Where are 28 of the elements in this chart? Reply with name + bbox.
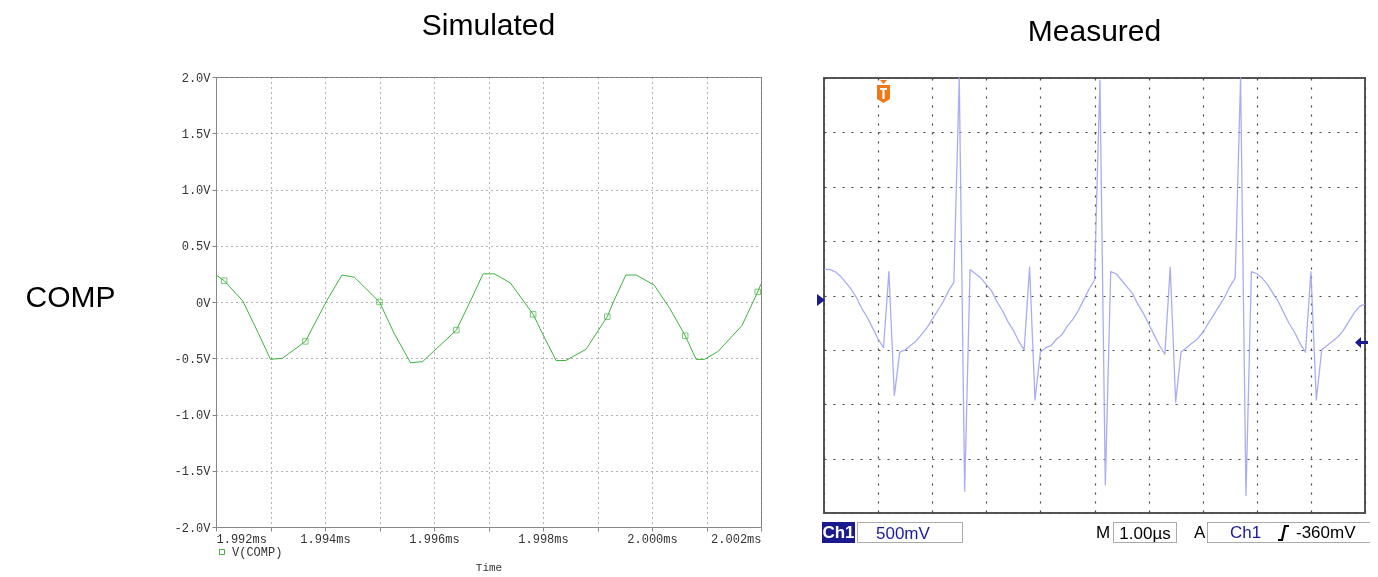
y-tick-label: -2.0V	[174, 521, 212, 536]
text: -360mV	[1296, 522, 1356, 543]
line-series	[215, 273, 762, 364]
x-tick-label: 1.998ms	[518, 532, 569, 547]
text: M	[1096, 522, 1111, 543]
x-tick-label: 1.992ms	[216, 532, 267, 547]
x-tick-label: 2.000ms	[627, 532, 678, 547]
y-tick-label: 1.0V	[181, 184, 212, 198]
chart-title: Simulated	[421, 8, 556, 41]
y-axis-title: COMP	[25, 280, 116, 313]
text: A	[1194, 522, 1206, 543]
legend-label: V(COMP)	[232, 546, 283, 560]
y-tick-label: 0V	[196, 296, 212, 311]
readout-box: 500mV	[857, 522, 963, 543]
y-tick-label: 1.5V	[181, 127, 212, 142]
x-tick-label: 2.002ms	[711, 532, 762, 547]
readout-box: 1.00µs	[1113, 522, 1177, 543]
text: Ch1	[822, 522, 855, 543]
chart-title: Measured	[1027, 14, 1162, 48]
x-axis-title: Time	[475, 561, 503, 574]
text: Ch1	[1230, 522, 1262, 543]
y-tick-label: 0.5V	[181, 240, 212, 255]
y-tick-label: -1.0V	[174, 409, 212, 423]
y-tick-label: 2.0V	[181, 71, 212, 86]
y-tick-label: -1.5V	[174, 465, 212, 480]
x-tick-label: 1.996ms	[409, 532, 460, 547]
x-tick-label: 1.994ms	[300, 532, 351, 547]
y-tick-label: -0.5V	[174, 352, 212, 367]
